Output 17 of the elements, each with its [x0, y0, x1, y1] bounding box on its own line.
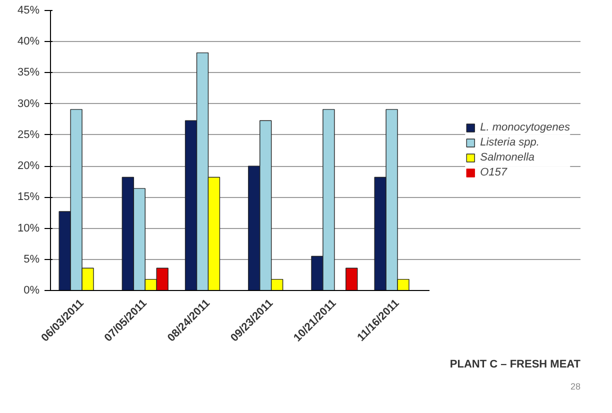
bar	[346, 268, 358, 290]
legend-label: O157	[480, 166, 508, 178]
y-tick-label: 45%	[17, 4, 40, 16]
y-tick-label: 20%	[17, 160, 40, 172]
text: PLANT C – FRESH MEAT	[450, 358, 581, 370]
y-tick-label: 25%	[17, 128, 40, 141]
y-tick-label: 40%	[17, 36, 40, 48]
legend-label: Salmonella	[480, 152, 535, 164]
y-tick-label: 10%	[17, 222, 40, 234]
y-tick-label: 5%	[24, 253, 40, 266]
y-tick-label: 30%	[17, 98, 40, 110]
text: 28	[570, 382, 581, 392]
y-tick-label: 35%	[17, 66, 40, 79]
y-tick-label: 15%	[17, 191, 40, 204]
y-tick-label: 0%	[24, 284, 40, 296]
legend-label: L. monocytogenes	[480, 122, 570, 134]
legend-label: Listeria spp.	[480, 136, 540, 148]
